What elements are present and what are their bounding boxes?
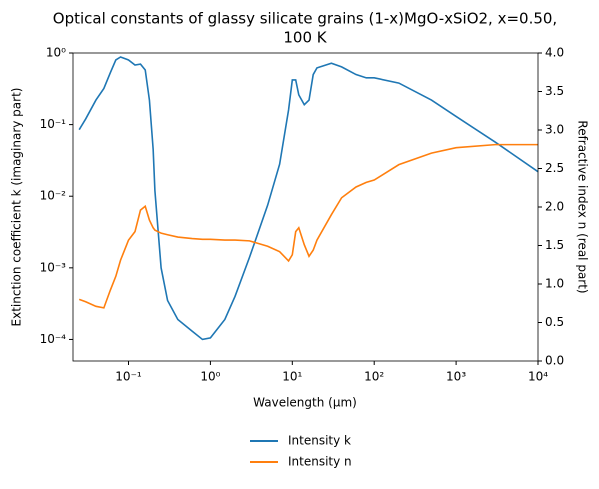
y2-tick-label: 0.5: [545, 315, 564, 329]
x-tick-label: 10¹: [282, 370, 302, 384]
y-tick-label: 10⁰: [46, 46, 66, 60]
legend-label: Intensity k: [288, 434, 351, 448]
y2-tick-label: 2.0: [545, 200, 564, 214]
chart-title: Optical constants of glassy silicate gra…: [53, 10, 557, 28]
x-tick-label: 10²: [364, 370, 384, 384]
chart-title: 100 K: [283, 29, 327, 47]
data-line: [78, 143, 538, 309]
y-tick-label: 10⁻³: [40, 260, 67, 274]
y2-tick-label: 3.0: [545, 123, 564, 137]
x-axis-label: Wavelength (μm): [253, 396, 357, 410]
y2-tick-label: 1.5: [545, 238, 564, 252]
y-tick-label: 10⁻¹: [40, 117, 67, 131]
y-axis-label: Extinction coefficient k (imaginary part…: [10, 88, 24, 327]
y2-tick-label: 2.5: [545, 161, 564, 175]
y2-axis-label: Refractive index n (real part): [576, 120, 590, 293]
x-tick-label: 10⁻¹: [115, 370, 142, 384]
x-tick-label: 10⁰: [200, 370, 220, 384]
legend-label: Intensity n: [288, 455, 352, 469]
plot-frame: [72, 52, 539, 362]
y2-tick-label: 0.0: [545, 354, 564, 368]
y2-tick-label: 3.5: [545, 84, 564, 98]
data-line: [78, 56, 539, 341]
y-tick-label: 10⁻²: [40, 189, 67, 203]
x-tick-label: 10⁴: [528, 370, 548, 384]
y-tick-label: 10⁻⁴: [40, 332, 67, 346]
y2-tick-label: 1.0: [545, 277, 564, 291]
y2-tick-label: 4.0: [545, 46, 564, 60]
x-tick-label: 10³: [446, 370, 466, 384]
